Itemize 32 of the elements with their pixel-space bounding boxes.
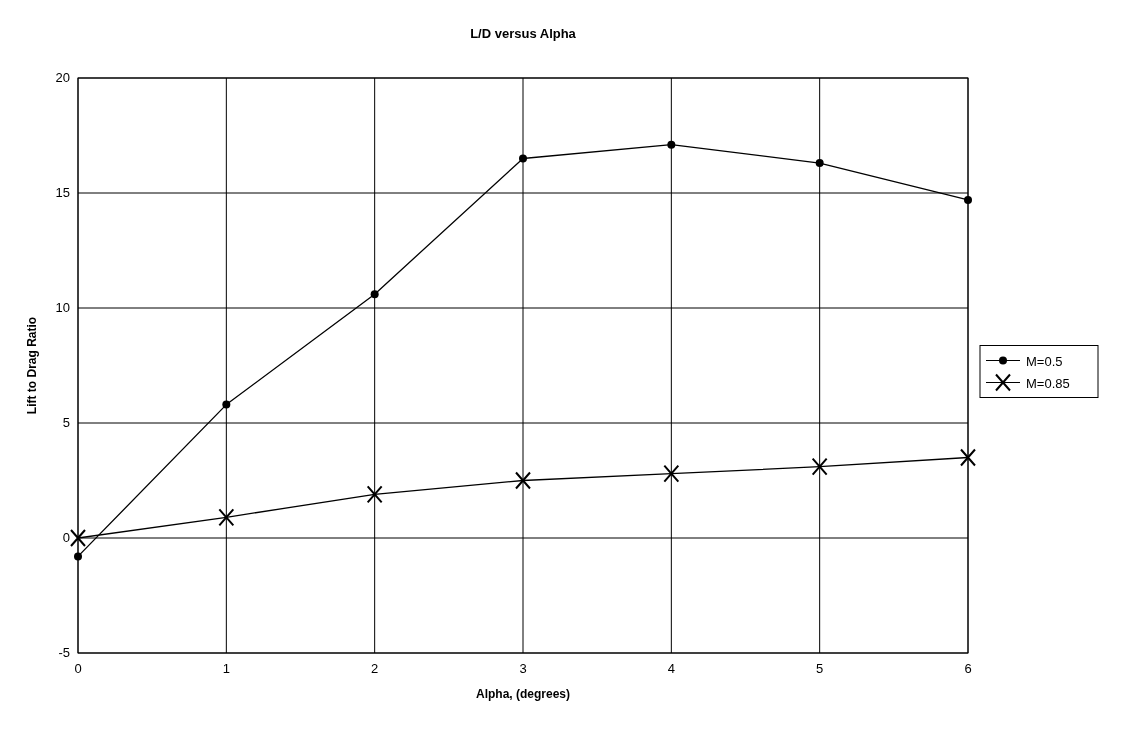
point	[370, 290, 379, 299]
point	[519, 154, 527, 163]
point	[74, 552, 82, 561]
y-tick-label: 10	[55, 300, 70, 315]
legend-label: M=0.85	[1026, 375, 1070, 391]
x-tick-label: 2	[371, 661, 379, 676]
point	[366, 485, 383, 504]
y-tick-label: 20	[55, 70, 70, 85]
x-tick-label: 0	[74, 661, 82, 676]
point	[964, 195, 972, 204]
y-tick-label: 5	[62, 415, 70, 430]
x-tick-label: 1	[222, 661, 230, 676]
y-tick-label: 15	[55, 185, 70, 200]
point	[811, 457, 828, 476]
x-axis-title: Alpha, (degrees)	[475, 687, 571, 701]
point	[515, 471, 531, 490]
legend-label: M=0.5	[1026, 353, 1063, 369]
x-tick-label: 6	[964, 661, 972, 676]
point	[667, 140, 676, 149]
point	[70, 529, 86, 547]
y-tick-label: -5	[58, 645, 70, 660]
point	[960, 448, 976, 467]
y-axis-title: Lift to Drag Ratio	[25, 316, 39, 415]
chart-title: L/D versus Alpha	[470, 26, 577, 41]
x-tick-label: 4	[667, 661, 675, 676]
point	[218, 508, 235, 527]
point	[222, 400, 231, 409]
x-tick-label: 5	[816, 661, 824, 676]
y-tick-label: 0	[62, 530, 70, 545]
point	[815, 159, 824, 168]
point	[663, 464, 680, 483]
x-tick-label: 3	[519, 661, 527, 676]
